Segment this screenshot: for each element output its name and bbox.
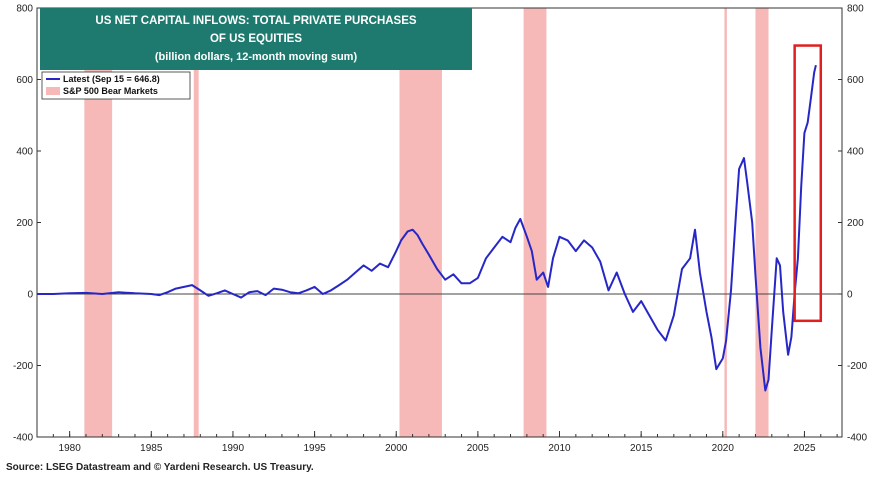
legend-swatch-band [46, 87, 60, 95]
x-tick-label: 1995 [303, 443, 326, 454]
x-tick-label: 2020 [712, 443, 735, 454]
legend-label-bear: S&P 500 Bear Markets [63, 86, 158, 96]
y-tick-label-right: 400 [847, 147, 864, 158]
y-tick-label-right: 200 [847, 218, 864, 229]
y-tick-label-right: -400 [847, 433, 867, 444]
bear-band-4 [724, 8, 727, 437]
chart-title-line-1: US NET CAPITAL INFLOWS: TOTAL PRIVATE PU… [95, 15, 416, 27]
x-tick-label: 2015 [630, 443, 653, 454]
legend: Latest (Sep 15 = 646.8) S&P 500 Bear Mar… [41, 71, 191, 100]
x-tick-label: 2005 [467, 443, 490, 454]
y-tick-label-left: 600 [16, 75, 33, 86]
title-background [40, 8, 472, 70]
y-tick-label-left: -400 [13, 433, 33, 444]
bear-band-5 [755, 8, 769, 437]
y-tick-label-left: 800 [16, 4, 33, 15]
y-tick-label-right: 0 [847, 290, 853, 301]
bear-band-3 [523, 8, 547, 437]
bear-band-2 [399, 8, 442, 437]
chart-title-line-2: OF US EQUITIES [210, 33, 302, 45]
x-tick-label: 2010 [548, 443, 571, 454]
source-note: Source: LSEG Datastream and © Yardeni Re… [6, 462, 314, 473]
y-tick-label-left: 400 [16, 147, 33, 158]
series-layer [37, 44, 823, 392]
legend-label-latest: Latest (Sep 15 = 646.8) [63, 74, 160, 84]
y-tick-label-left: 200 [16, 218, 33, 229]
series-line-0 [37, 64, 817, 392]
y-tick-label-right: -200 [847, 361, 867, 372]
y-tick-label-right: 600 [847, 75, 864, 86]
bear-band-1 [193, 8, 199, 437]
x-tick-label: 1990 [222, 443, 245, 454]
y-tick-label-left: -200 [13, 361, 33, 372]
y-tick-label-right: 800 [847, 4, 864, 15]
x-tick-label: 2025 [793, 443, 816, 454]
title-box: US NET CAPITAL INFLOWS: TOTAL PRIVATE PU… [40, 8, 472, 70]
highlight-box [793, 44, 823, 323]
chart-subtitle: (billion dollars, 12-month moving sum) [155, 51, 358, 63]
legend-box [41, 71, 191, 100]
x-tick-label: 1980 [59, 443, 82, 454]
y-tick-label-left: 0 [27, 290, 33, 301]
x-tick-label: 1985 [140, 443, 163, 454]
axes: -400 -400 -200 -200 0 0 200 200 400 400 600 600 800 8… [13, 4, 867, 455]
x-tick-label: 2000 [385, 443, 408, 454]
